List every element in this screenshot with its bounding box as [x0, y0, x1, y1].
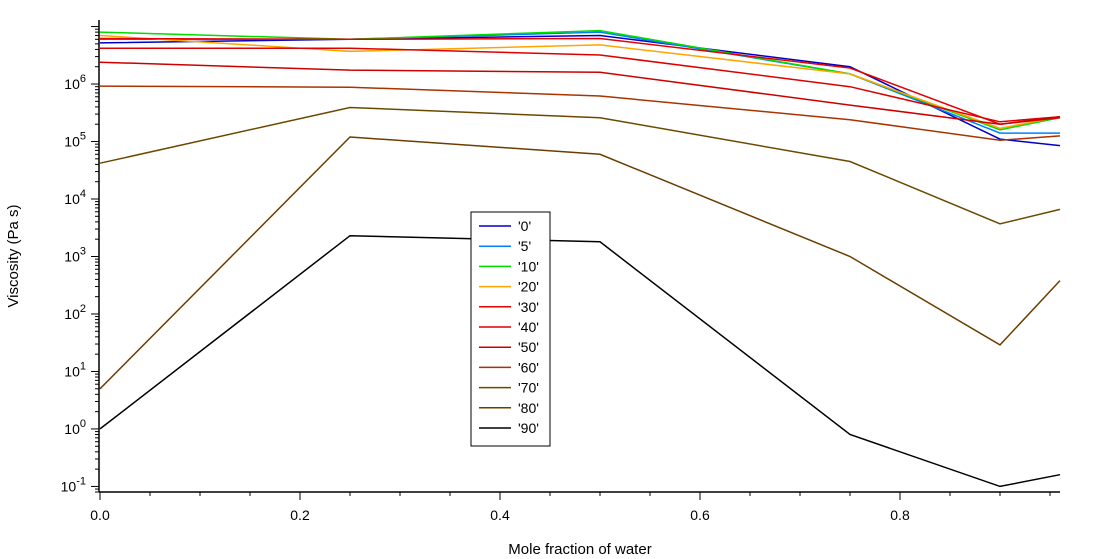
y-tick-label: 105	[64, 131, 86, 150]
x-tick-label: 0.4	[490, 507, 510, 523]
legend-label: '5'	[518, 238, 531, 254]
x-ticks: 0.0 0.2 0.4 0.6 0.8	[90, 492, 1051, 523]
series-line-3	[99, 34, 1061, 130]
x-tick-label: 0.2	[290, 507, 310, 523]
series-line-9	[99, 136, 1061, 390]
legend: '0' '5' '10' '20' '30' '40' '50' '60' '70' '80' '9…	[470, 211, 551, 447]
axes	[98, 20, 1060, 493]
x-tick-label: 0.0	[90, 507, 110, 523]
legend-label: '90'	[518, 420, 539, 436]
y-ticks: 10-1 100 101 102 103 104 105 106	[61, 26, 99, 494]
legend-label: '40'	[518, 319, 539, 335]
x-axis-title: Mole fraction of water	[508, 541, 651, 558]
y-tick-label: 103	[64, 245, 86, 264]
y-tick-label: 101	[64, 360, 86, 379]
y-tick-label: 102	[64, 303, 86, 322]
y-tick-label: 100	[64, 418, 86, 437]
series-line-7	[99, 85, 1061, 142]
x-tick-label: 0.6	[690, 507, 710, 523]
legend-label: '60'	[518, 359, 539, 375]
y-tick-label: 10-1	[61, 475, 86, 494]
legend-label: '50'	[518, 339, 539, 355]
series-line-6	[99, 61, 1061, 125]
legend-box	[470, 211, 551, 447]
y-tick-label: 104	[64, 188, 86, 207]
plot-lines	[99, 29, 1061, 488]
legend-label: '80'	[518, 400, 539, 416]
series-line-10	[99, 234, 1061, 488]
y-axis-title: Viscosity (Pa s)	[5, 204, 22, 307]
legend-label: '30'	[518, 299, 539, 315]
series-line-4	[99, 37, 1061, 125]
series-line-1	[100, 31, 1060, 134]
legend-label: '70'	[518, 380, 539, 396]
legend-label: '0'	[518, 218, 531, 234]
legend-label: '20'	[518, 279, 539, 295]
series-line-5	[100, 47, 1061, 123]
legend-label: '10'	[518, 258, 539, 274]
series-line-2	[99, 29, 1061, 131]
y-tick-label: 106	[64, 73, 86, 92]
series-line-8	[99, 106, 1061, 225]
x-tick-label: 0.8	[890, 507, 910, 523]
